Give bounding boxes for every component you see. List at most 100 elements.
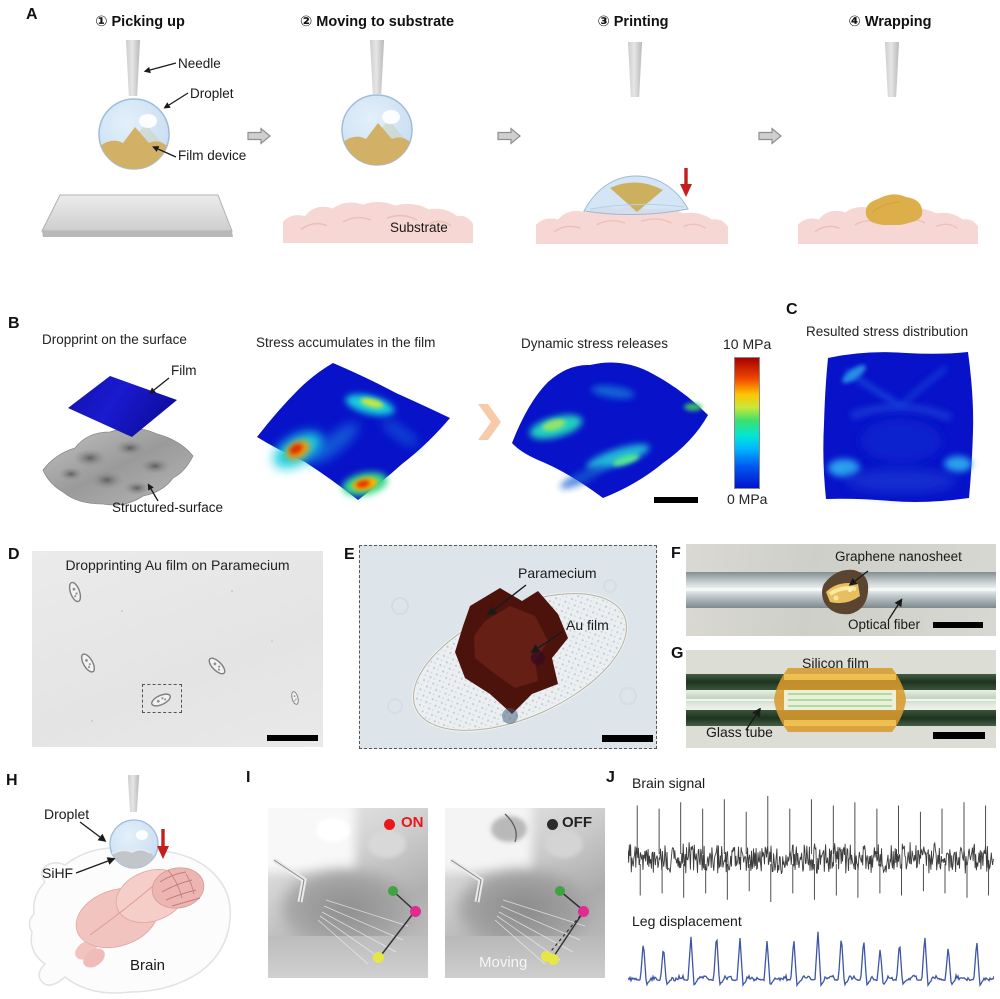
panel-g-label: G [671, 645, 684, 662]
needle-step3 [627, 42, 643, 97]
brain-signal-label: Brain signal [632, 775, 706, 791]
film-device-arrow-icon [152, 146, 177, 158]
panel-i-label: I [246, 769, 251, 786]
panel-e-label: E [344, 546, 355, 563]
panel-d-title: Dropprinting Au film on Paramecium [65, 557, 290, 573]
stress-map-accumulate [257, 363, 450, 500]
paramecia-group [66, 580, 300, 722]
tracker-green-left [388, 886, 398, 896]
printed-droplet-dome [583, 175, 689, 215]
print-arrow-h-icon [157, 829, 169, 859]
panel-j-label: J [606, 769, 615, 786]
stage-floor [268, 936, 428, 978]
leg-displacement-trace [628, 931, 994, 988]
film-arrow-icon [148, 377, 170, 395]
scalebar-b [654, 497, 698, 503]
stage-floor [445, 936, 605, 978]
paramecium-label: Paramecium [518, 565, 597, 581]
stage2-title: Stress accumulates in the film [256, 335, 436, 350]
on-indicator-dot [384, 819, 395, 830]
photo-detail-lines [272, 857, 416, 965]
panel-d-label: D [8, 546, 20, 563]
photo-detail-lines [449, 813, 586, 965]
paramecium-closeup [387, 579, 637, 732]
droplet-panel-h [109, 819, 159, 869]
panel-f-micrograph [686, 544, 996, 636]
panel-c-title: Resulted stress distribution [806, 324, 969, 339]
off-label: OFF [562, 814, 592, 831]
step3-title: ③ Printing [597, 14, 669, 30]
optical-fiber-label: Optical fiber [848, 617, 921, 632]
mouse-photo-on [268, 808, 428, 978]
needle-label: Needle [178, 56, 221, 71]
optical-fiber-arrow-icon [888, 598, 903, 620]
droplet-h-arrow-icon [79, 821, 107, 842]
tracker-magenta-left [410, 906, 421, 917]
droplet-h-label: Droplet [44, 806, 90, 822]
tracker-yellow-right-1 [541, 951, 552, 962]
press-arrow-icon [680, 168, 692, 197]
structured-surface-arrow-icon [147, 483, 159, 502]
sihf-arrow-icon [75, 857, 116, 874]
film-label: Film [171, 363, 197, 378]
droplet-arrow-icon [163, 92, 189, 109]
colorbar-min-label: 0 MPa [727, 491, 768, 507]
needle-step1 [125, 40, 141, 96]
scalebar-d [267, 735, 318, 741]
selection-box [142, 684, 182, 713]
paramecium-arrow-icon [486, 584, 527, 616]
moving-label: Moving [479, 954, 528, 971]
droplet-step2 [341, 94, 413, 166]
sihf-label: SiHF [42, 865, 74, 881]
au-film-arrow-icon [530, 631, 563, 654]
tracker-magenta-right [578, 906, 589, 917]
graphene-patch [822, 569, 869, 615]
panel-f-label: F [671, 545, 681, 562]
panel-b-label: B [8, 315, 20, 332]
colorbar-max-label: 10 MPa [723, 336, 772, 352]
glass-tube-arrow-icon [745, 708, 761, 731]
stress-map-result [823, 352, 974, 502]
chevron-arrow-icon [478, 404, 501, 440]
stage1-title: Dropprint on the surface [42, 332, 187, 347]
mouse-photo-off [445, 808, 605, 978]
off-indicator-dot [547, 819, 558, 830]
film-square [68, 376, 177, 437]
film-device-label: Film device [178, 148, 247, 163]
needle-arrow-icon [143, 62, 177, 74]
implant-dark [491, 816, 527, 842]
panel-h-label: H [6, 772, 18, 789]
panel-d-micrograph: Dropprinting Au film on Paramecium [32, 551, 323, 747]
colorbar [734, 357, 760, 489]
brain-label: Brain [130, 957, 166, 974]
step2-title: ② Moving to substrate [299, 14, 455, 30]
structured-surface-label: Structured-surface [112, 500, 224, 515]
substrate-step2 [283, 202, 473, 243]
mouse-ear [368, 830, 406, 858]
needle-step4 [884, 42, 900, 97]
on-label: ON [401, 814, 424, 831]
droplet-label: Droplet [190, 86, 234, 101]
plate [41, 194, 233, 237]
process-arrow-2-icon [497, 127, 521, 145]
process-arrow-1-icon [247, 127, 271, 145]
silicon-film-label: Silicon film [802, 655, 869, 671]
structured-surface [42, 428, 194, 506]
stress-map-release [512, 362, 708, 498]
process-arrow-3-icon [758, 127, 782, 145]
panel-e-micrograph [359, 545, 657, 749]
leg-displacement-label: Leg displacement [632, 913, 742, 929]
substrate-label: Substrate [390, 220, 448, 235]
needle-panel-h [127, 775, 140, 812]
graphene-label: Graphene nanosheet [835, 549, 962, 564]
tracker-yellow-left [373, 952, 384, 963]
step1-title: ① Picking up [95, 14, 185, 30]
graphene-arrow-icon [848, 570, 869, 586]
scalebar-f [933, 622, 983, 628]
glass-tube-label: Glass tube [706, 724, 773, 740]
substrate-step3 [536, 206, 728, 244]
mouse-brain-schematic [28, 847, 232, 994]
implant-highlight [316, 818, 350, 842]
wrapped-film [865, 194, 923, 225]
panel-g-micrograph [686, 650, 996, 748]
